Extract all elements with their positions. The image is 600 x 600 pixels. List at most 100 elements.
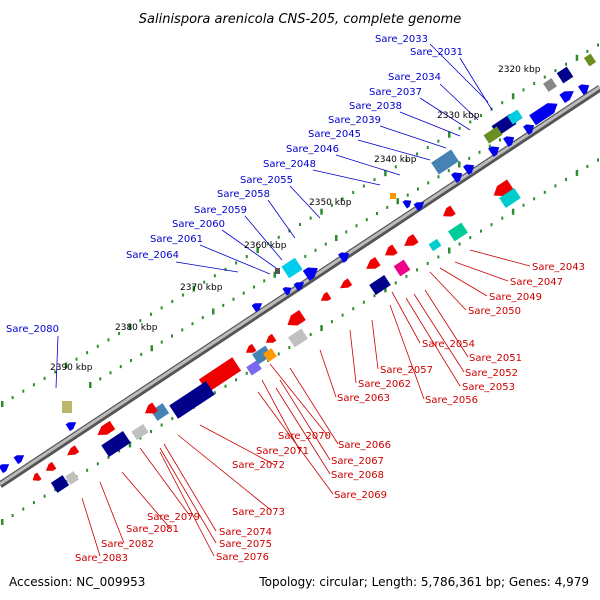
- leader-line: [469, 249, 531, 267]
- minus-gene: [252, 345, 272, 365]
- gene-label[interactable]: Sare_2045: [308, 129, 361, 140]
- gene-label[interactable]: Sare_2055: [240, 175, 293, 186]
- gene-label[interactable]: Sare_2056: [425, 395, 478, 406]
- tick-mark: [130, 359, 132, 362]
- gene-label[interactable]: Sare_2059: [194, 205, 247, 216]
- misc-feature: [390, 193, 396, 199]
- tick-mark: [384, 170, 387, 177]
- scale-label: 2380 kbp: [115, 323, 158, 333]
- minus-gene: [198, 357, 242, 393]
- leader-line: [81, 497, 101, 557]
- gene-label[interactable]: Sare_2054: [422, 339, 475, 350]
- gene-label[interactable]: Sare_2073: [232, 507, 285, 518]
- tick-mark: [118, 449, 121, 453]
- gene-label[interactable]: Sare_2051: [469, 353, 522, 364]
- tick-mark: [345, 230, 348, 234]
- tick-mark: [406, 193, 409, 197]
- gene-label[interactable]: Sare_2075: [219, 539, 272, 550]
- tick-mark: [150, 430, 152, 433]
- tick-mark: [533, 81, 536, 85]
- gene-label[interactable]: Sare_2039: [328, 115, 381, 126]
- summary-text: Topology: circular; Length: 5,786,361 bp…: [258, 575, 589, 589]
- gene-label[interactable]: Sare_2072: [232, 460, 285, 471]
- gene-label[interactable]: Sare_2046: [286, 144, 339, 155]
- tick-mark: [263, 279, 266, 283]
- gene-label[interactable]: Sare_2069: [334, 490, 387, 501]
- tick-mark: [128, 324, 132, 331]
- tick-mark: [64, 362, 68, 369]
- gene-label[interactable]: Sare_2058: [217, 189, 270, 200]
- gene-label[interactable]: Sare_2061: [150, 234, 203, 245]
- plus-gene-labels: Sare_2033 Sare_2031 Sare_2034 Sare_2037 …: [6, 34, 463, 335]
- gene-label[interactable]: Sare_2062: [358, 379, 411, 390]
- gene-label[interactable]: Sare_2043: [532, 262, 585, 273]
- tick-mark: [212, 308, 215, 315]
- gene-label[interactable]: Sare_2081: [126, 524, 179, 535]
- tick-mark: [522, 203, 525, 207]
- tick-mark: [86, 468, 89, 472]
- gene-label[interactable]: Sare_2083: [75, 553, 128, 564]
- tick-mark: [447, 169, 450, 173]
- gene-label[interactable]: Sare_2076: [216, 552, 269, 563]
- minus-gene: [393, 259, 411, 277]
- gene-label[interactable]: Sare_2047: [510, 277, 563, 288]
- tick-mark: [501, 216, 504, 220]
- gene-label[interactable]: Sare_2050: [468, 306, 521, 317]
- tick-mark: [376, 212, 378, 215]
- gene-label[interactable]: Sare_2066: [338, 440, 391, 451]
- gene-label[interactable]: Sare_2033: [375, 34, 428, 45]
- gene-label[interactable]: Sare_2052: [465, 368, 518, 379]
- gene-label[interactable]: Sare_2074: [219, 527, 272, 538]
- tick-mark: [416, 152, 419, 156]
- gene-label[interactable]: Sare_2053: [462, 382, 515, 393]
- minus-gene: [366, 256, 381, 269]
- tick-mark: [277, 352, 280, 356]
- tick-mark: [543, 190, 546, 194]
- gene-label[interactable]: Sare_2048: [263, 159, 316, 170]
- tick-mark: [362, 300, 365, 304]
- gene-label[interactable]: Sare_2068: [331, 470, 384, 481]
- gene-label[interactable]: Sare_2034: [388, 72, 441, 83]
- plus-gene: [523, 124, 535, 135]
- gene-label[interactable]: Sare_2082: [101, 539, 154, 550]
- gene-label[interactable]: Sare_2060: [172, 219, 225, 230]
- minus-gene: [263, 348, 277, 362]
- leader-line: [261, 379, 301, 452]
- minus-gene: [169, 381, 215, 419]
- plus-gene: [431, 149, 459, 175]
- gene-label[interactable]: Sare_2031: [410, 47, 463, 58]
- tick-mark: [458, 161, 461, 168]
- gene-label[interactable]: Sare_2071: [256, 446, 309, 457]
- gene-label[interactable]: Sare_2070: [278, 431, 331, 442]
- tick-mark: [386, 205, 389, 209]
- leader-line: [357, 139, 431, 161]
- leader-line: [371, 319, 379, 370]
- tick-mark: [181, 293, 184, 297]
- gene-label[interactable]: Sare_2049: [489, 292, 542, 303]
- leader-line: [399, 111, 461, 137]
- minus-gene: [369, 275, 391, 295]
- leader-line: [335, 154, 401, 176]
- tick-mark: [427, 181, 430, 185]
- leader-line: [275, 387, 331, 475]
- plus-gene: [281, 257, 303, 279]
- misc-feature: [275, 268, 280, 274]
- misc-feature: [62, 401, 72, 413]
- gene-label[interactable]: Sare_2067: [331, 456, 384, 467]
- tick-mark: [277, 235, 280, 239]
- gene-label[interactable]: Sare_2079: [147, 512, 200, 523]
- gene-label[interactable]: Sare_2080: [6, 324, 59, 335]
- minus-gene: [265, 333, 277, 343]
- gene-label[interactable]: Sare_2038: [349, 101, 402, 112]
- leader-line: [269, 363, 329, 437]
- tick-mark: [1, 519, 4, 525]
- gene-label[interactable]: Sare_2063: [337, 393, 390, 404]
- tick-mark: [554, 69, 557, 73]
- gene-label[interactable]: Sare_2037: [369, 87, 422, 98]
- tick-mark: [448, 131, 451, 138]
- plus-gene: [413, 202, 425, 212]
- gene-label[interactable]: Sare_2057: [380, 365, 433, 376]
- gene-label[interactable]: Sare_2064: [126, 250, 179, 261]
- tick-mark: [511, 93, 515, 100]
- tick-mark: [192, 285, 196, 292]
